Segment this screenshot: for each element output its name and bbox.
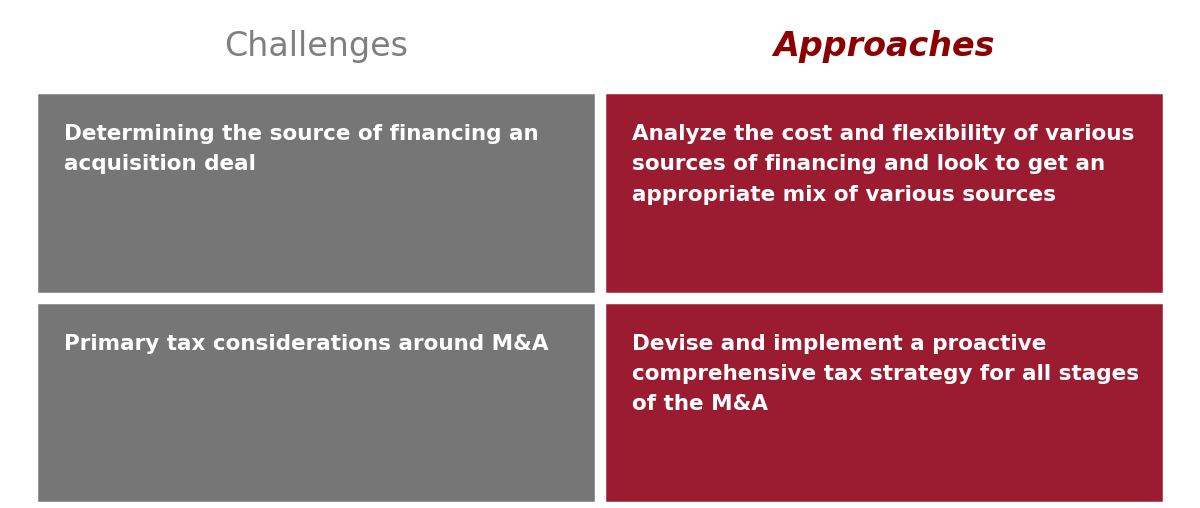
Text: Approaches: Approaches (773, 29, 995, 62)
Text: Challenges: Challenges (224, 29, 408, 62)
Text: Devise and implement a proactive
comprehensive tax strategy for all stages
of th: Devise and implement a proactive compreh… (632, 333, 1139, 415)
Text: Primary tax considerations around M&A: Primary tax considerations around M&A (64, 333, 548, 354)
Bar (604, 302, 1164, 503)
Bar (36, 92, 596, 294)
Bar (604, 92, 1164, 294)
Text: Determining the source of financing an
acquisition deal: Determining the source of financing an a… (64, 124, 539, 174)
Text: Analyze the cost and flexibility of various
sources of financing and look to get: Analyze the cost and flexibility of vari… (632, 124, 1134, 205)
Bar (36, 302, 596, 503)
